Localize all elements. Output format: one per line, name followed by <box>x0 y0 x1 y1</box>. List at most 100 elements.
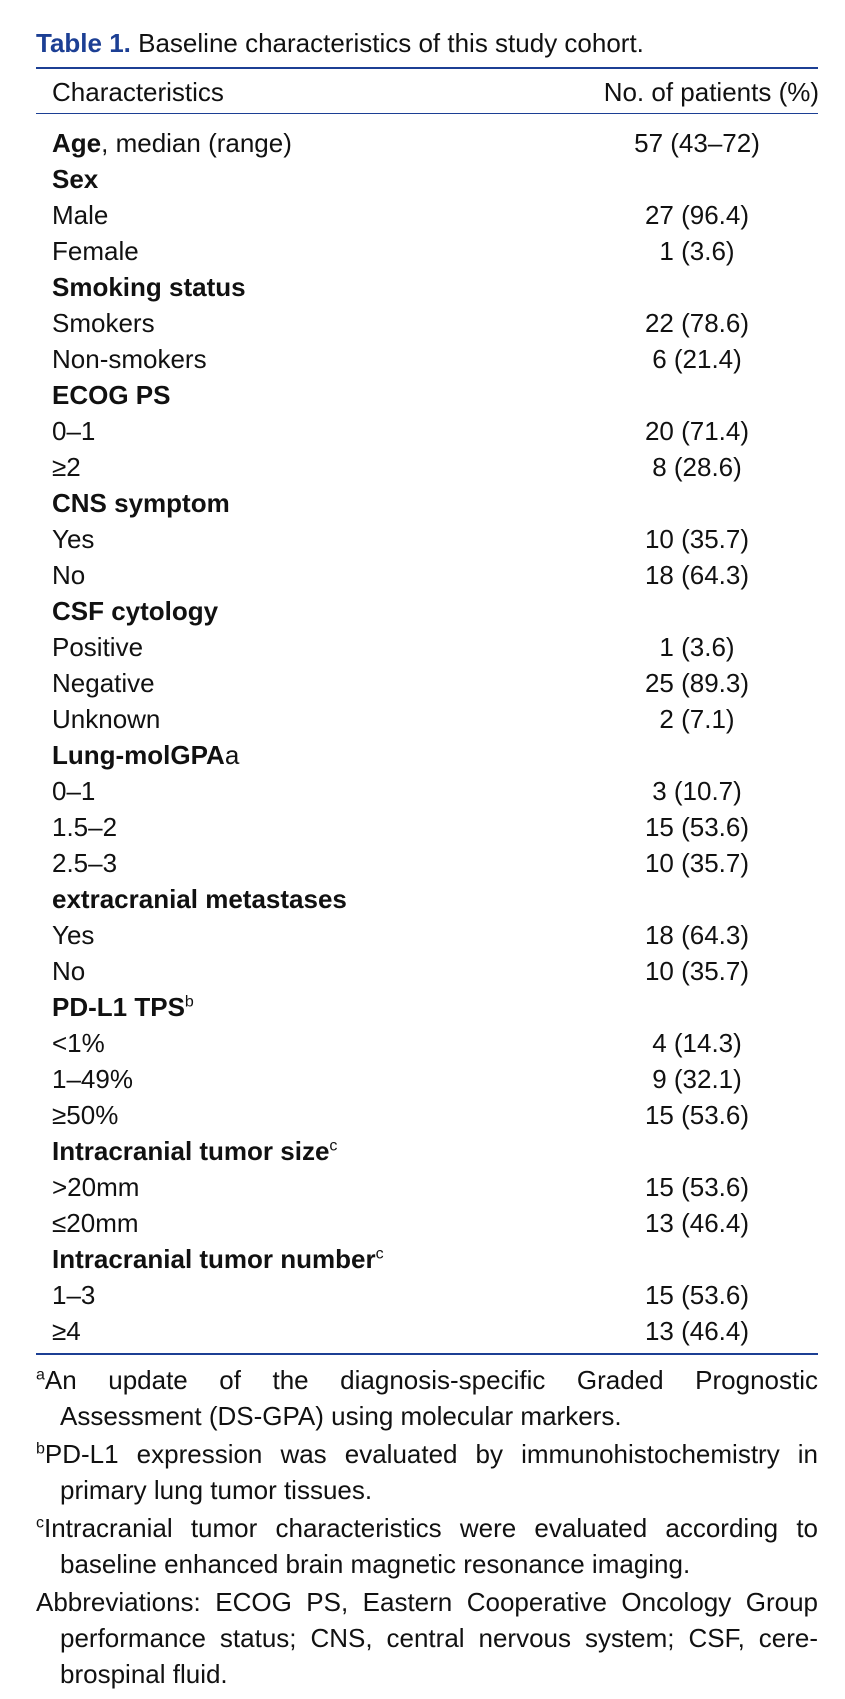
table-header-rule <box>36 113 818 114</box>
group-label: Lung-molGPAa <box>52 737 239 773</box>
row-label: Negative <box>52 665 155 701</box>
row-value: 27 (96.4) <box>644 200 750 230</box>
row-label: Unknown <box>52 701 160 737</box>
table-row: 2.5–3 10 (35.7) <box>52 845 792 881</box>
row-label-text: CSF cytology <box>52 596 219 626</box>
row-value: 4 (14.3) <box>652 1028 742 1058</box>
row-label: ≥4 <box>52 1313 81 1349</box>
row-label-text: ≤20mm <box>52 1208 139 1238</box>
table-group-row: CSF cytology <box>52 593 792 629</box>
row-label-text: Male <box>52 200 109 230</box>
table-bottom-rule <box>36 1353 818 1355</box>
table-group-row: Intracranial tumor numberc <box>52 1241 792 1277</box>
row-label: 1.5–2 <box>52 809 117 845</box>
row-label: Yes <box>52 521 94 557</box>
row-value: 13 (46.4) <box>644 1208 750 1238</box>
row-label-text: 2.5–3 <box>52 848 118 878</box>
row-value: 2 (7.1) <box>659 704 735 734</box>
row-value: 13 (46.4) <box>644 1316 750 1346</box>
row-label-text: >20mm <box>52 1172 140 1202</box>
footnote: Abbreviations: ECOG PS, Eastern Cooperat… <box>36 1584 818 1692</box>
row-label: Non-smokers <box>52 341 207 377</box>
footnote-marker: c <box>375 1245 384 1263</box>
row-value: 57 (43–72) <box>634 128 760 158</box>
table-top-rule <box>36 67 818 69</box>
table-group-row: PD-L1 TPSb <box>52 989 792 1025</box>
footnote-text: Abbreviations: ECOG PS, Eastern Cooperat… <box>36 1587 818 1689</box>
row-value: 22 (78.6) <box>644 308 750 338</box>
row-label-text: extracranial metastases <box>52 884 347 914</box>
table-row: >20mm 15 (53.6) <box>52 1169 792 1205</box>
group-label: Smoking status <box>52 269 246 305</box>
row-label: 0–1 <box>52 413 95 449</box>
row-label-text: No <box>52 956 86 986</box>
table-row: Non-smokers 6 (21.4) <box>52 341 792 377</box>
row-label-text: Sex <box>52 164 99 194</box>
row-label-text: Female <box>52 236 139 266</box>
row-label: No <box>52 953 85 989</box>
footnote-marker: c <box>329 1137 338 1155</box>
table-group-row: extracranial metastases <box>52 881 792 917</box>
footnote-mark: a <box>36 1366 45 1384</box>
row-label: ≤20mm <box>52 1205 139 1241</box>
row-label-text: Yes <box>52 920 95 950</box>
row-label-text: 0–1 <box>52 416 96 446</box>
row-label-text: Intracranial tumor size <box>52 1136 330 1166</box>
table-row: Unknown 2 (7.1) <box>52 701 792 737</box>
footnote-mark: b <box>36 1440 45 1458</box>
table-row: 1.5–2 15 (53.6) <box>52 809 792 845</box>
group-label: Age, median (range) <box>52 125 292 161</box>
table-group-row: Sex <box>52 161 792 197</box>
table-row: 1–3 15 (53.6) <box>52 1277 792 1313</box>
row-label-text: 0–1 <box>52 776 96 806</box>
row-value: 15 (53.6) <box>644 812 750 842</box>
row-value: 1 (3.6) <box>659 632 735 662</box>
table-group-row: CNS symptom <box>52 485 792 521</box>
row-label-text: ECOG PS <box>52 380 171 410</box>
row-label-text: ≥50% <box>52 1100 119 1130</box>
row-value: 10 (35.7) <box>644 956 750 986</box>
footnote: bPD-L1 expression was evaluated by immun… <box>36 1436 818 1508</box>
footnote: aAn update of the diagnosis-specific Gra… <box>36 1362 818 1434</box>
row-value: 10 (35.7) <box>644 848 750 878</box>
table-row: Male 27 (96.4) <box>52 197 792 233</box>
table-row: Negative 25 (89.3) <box>52 665 792 701</box>
table-row: Yes 18 (64.3) <box>52 917 792 953</box>
group-label: ECOG PS <box>52 377 170 413</box>
table-row: Positive 1 (3.6) <box>52 629 792 665</box>
row-value: 18 (64.3) <box>644 920 750 950</box>
table-row: 0–1 3 (10.7) <box>52 773 792 809</box>
row-label-suffix: a <box>224 740 240 770</box>
table-row: ≥2 8 (28.6) <box>52 449 792 485</box>
row-label: Male <box>52 197 108 233</box>
footnote: cIntracranial tumor characteristics were… <box>36 1510 818 1582</box>
row-value: 8 (28.6) <box>652 452 742 482</box>
table-row: Yes 10 (35.7) <box>52 521 792 557</box>
row-value: 15 (53.6) <box>644 1100 750 1130</box>
row-label-text: No <box>52 560 86 590</box>
row-label-text: 1–3 <box>52 1280 96 1310</box>
group-label: CSF cytology <box>52 593 218 629</box>
table-row: ≥50% 15 (53.6) <box>52 1097 792 1133</box>
footnote-text: Intracranial tumor characteristics were … <box>44 1513 818 1579</box>
row-label-text: ≥4 <box>52 1316 81 1346</box>
row-label: Female <box>52 233 139 269</box>
row-label: No <box>52 557 85 593</box>
table-row: Smokers 22 (78.6) <box>52 305 792 341</box>
group-label: CNS symptom <box>52 485 230 521</box>
row-label: Smokers <box>52 305 155 341</box>
row-value: 1 (3.6) <box>659 236 735 266</box>
table-group-row: Intracranial tumor sizec <box>52 1133 792 1169</box>
table-body: Age, median (range) 57 (43–72) Sex Male 27 (… <box>52 125 792 1349</box>
group-label: Sex <box>52 161 98 197</box>
row-label-text: Unknown <box>52 704 161 734</box>
row-value: 25 (89.3) <box>644 668 750 698</box>
row-label-text: Lung-molGPA <box>52 740 225 770</box>
table-caption: Table 1. Baseline characteristics of thi… <box>36 26 644 60</box>
table-group-row: ECOG PS <box>52 377 792 413</box>
row-value: 20 (71.4) <box>644 416 750 446</box>
row-label-text: Smoking status <box>52 272 246 302</box>
footnote-marker: b <box>184 993 194 1011</box>
row-label-text: Smokers <box>52 308 155 338</box>
